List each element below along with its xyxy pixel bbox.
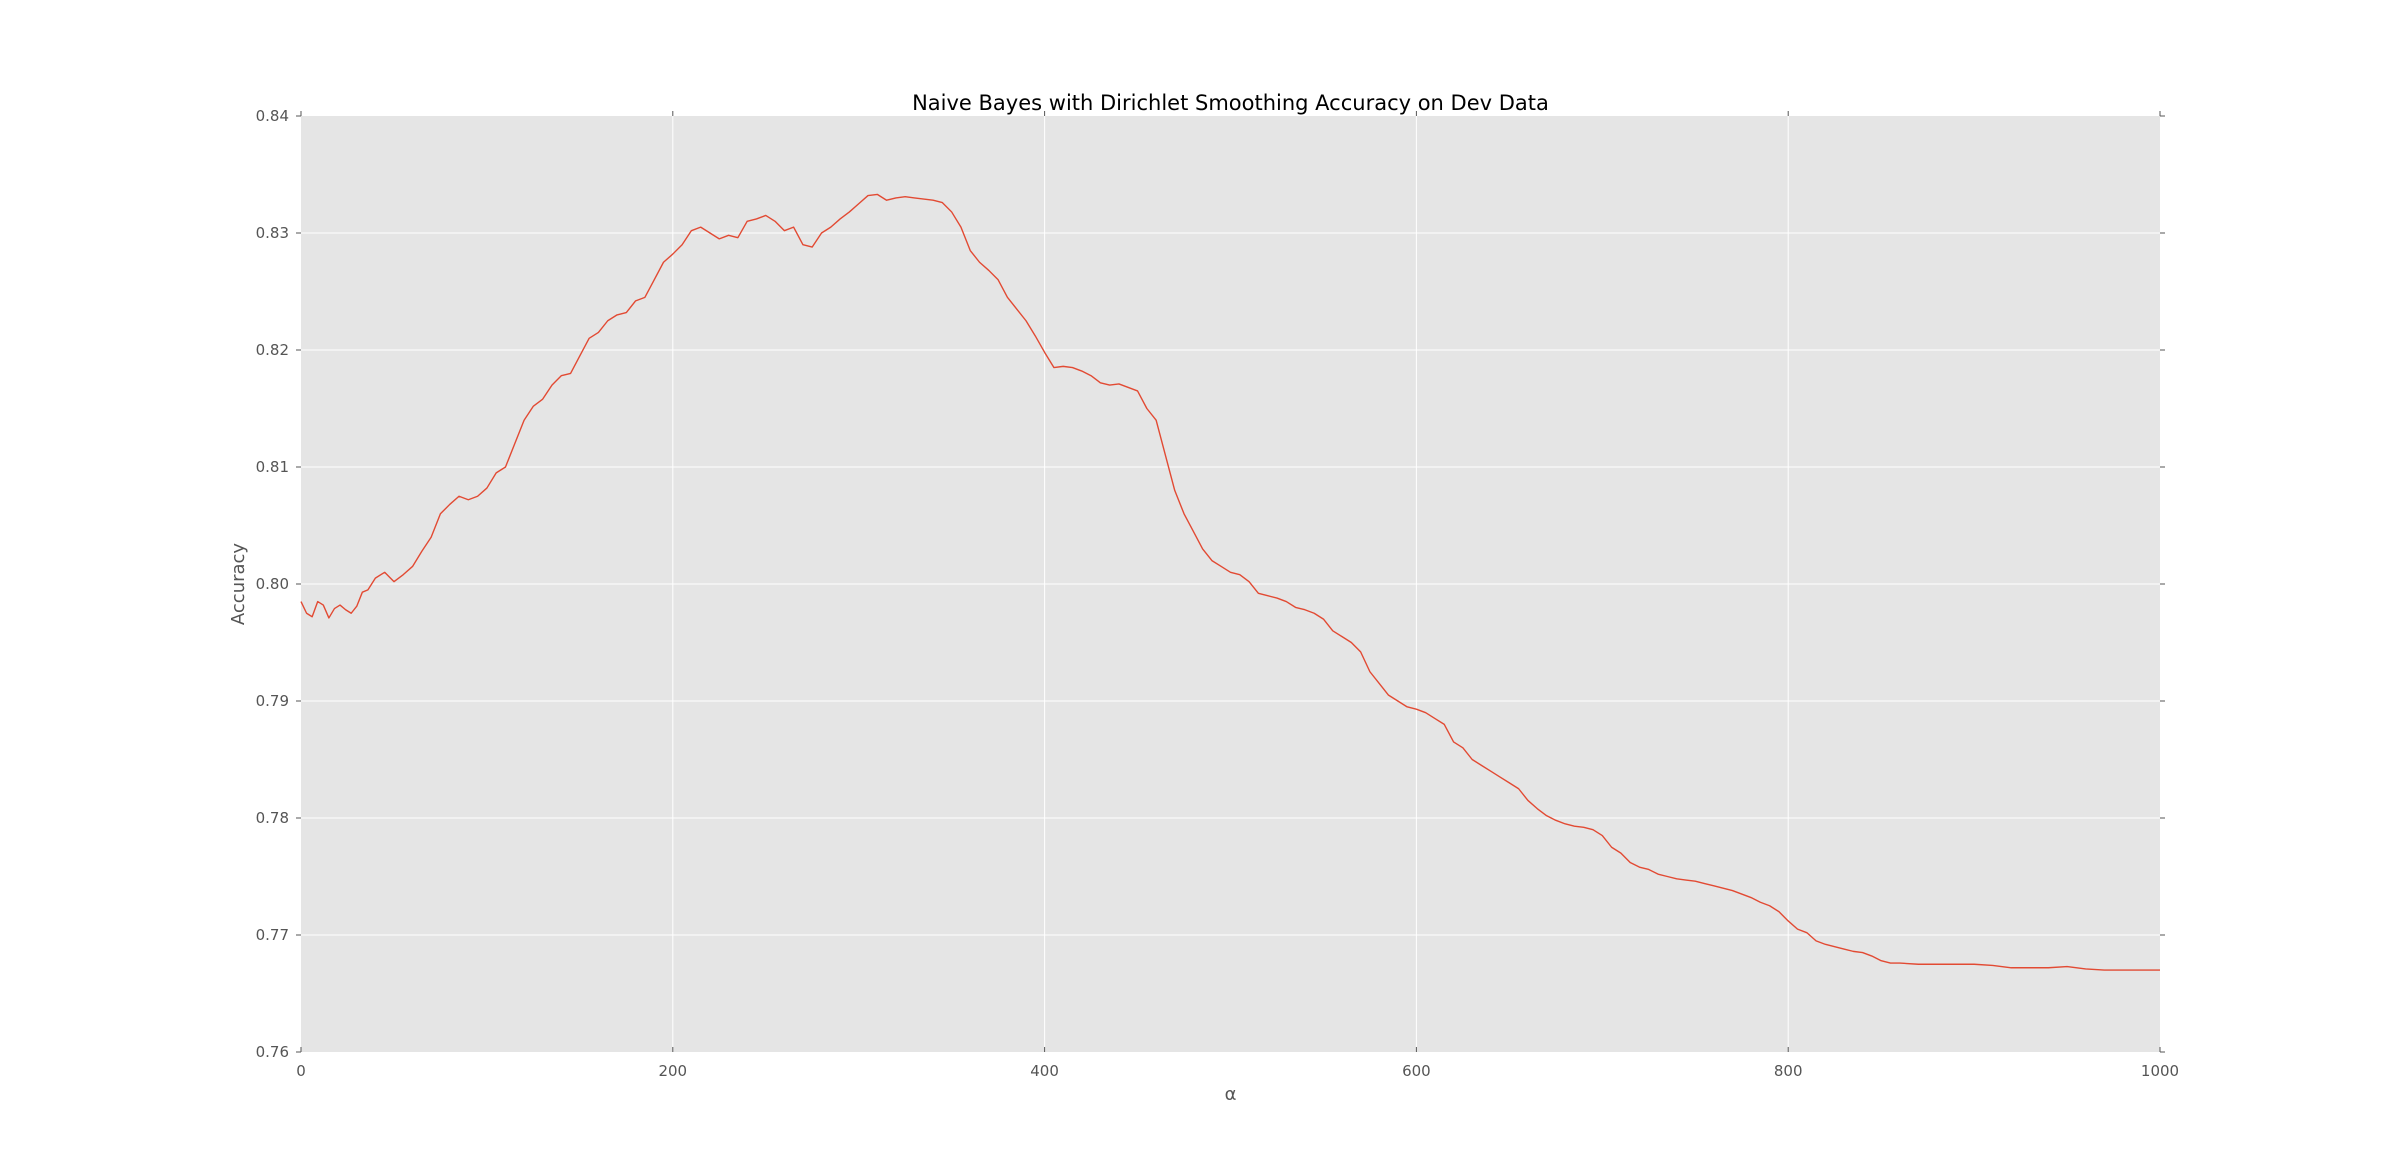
chart-title: Naive Bayes with Dirichlet Smoothing Acc… xyxy=(912,91,1549,115)
y-tick-label: 0.83 xyxy=(256,224,289,242)
x-tick-label: 800 xyxy=(1774,1062,1803,1080)
x-tick-label: 400 xyxy=(1030,1062,1059,1080)
x-axis-title: α xyxy=(1225,1084,1237,1105)
y-tick-label: 0.79 xyxy=(256,692,289,710)
x-tick-label: 0 xyxy=(296,1062,306,1080)
y-tick-label: 0.84 xyxy=(256,107,289,125)
series-line xyxy=(300,193,2160,971)
y-tick-label: 0.80 xyxy=(256,575,289,593)
x-tick-label: 1000 xyxy=(2141,1062,2179,1080)
x-tick-label: 200 xyxy=(658,1062,687,1080)
y-tick-label: 0.81 xyxy=(256,458,289,476)
y-tick-label: 0.78 xyxy=(256,809,289,827)
y-tick-label: 0.76 xyxy=(256,1043,289,1061)
x-tick-label: 600 xyxy=(1402,1062,1431,1080)
y-tick-label: 0.77 xyxy=(256,926,289,944)
y-axis-title: Accuracy xyxy=(228,543,249,626)
y-tick-label: 0.82 xyxy=(256,341,289,359)
